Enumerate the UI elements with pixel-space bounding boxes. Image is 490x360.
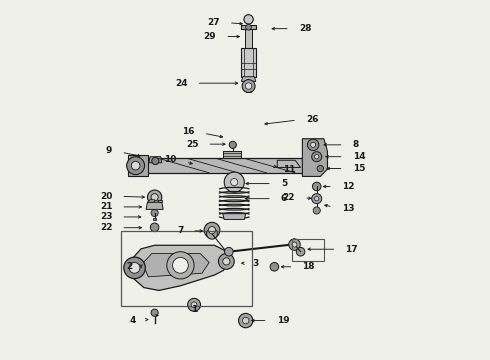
Text: 8: 8 <box>353 140 359 149</box>
Polygon shape <box>149 157 162 163</box>
Text: 6: 6 <box>281 194 287 203</box>
Text: 22: 22 <box>100 223 112 232</box>
Text: 3: 3 <box>252 259 258 268</box>
Circle shape <box>167 252 194 279</box>
Text: 22: 22 <box>283 193 295 202</box>
Bar <box>292 239 324 261</box>
Text: 12: 12 <box>342 182 354 191</box>
Polygon shape <box>129 245 229 291</box>
Circle shape <box>292 242 297 247</box>
Circle shape <box>315 197 319 201</box>
Circle shape <box>151 210 158 217</box>
Circle shape <box>150 223 159 231</box>
Circle shape <box>191 302 197 308</box>
Circle shape <box>242 80 255 93</box>
Polygon shape <box>223 214 245 220</box>
Text: 18: 18 <box>302 262 315 271</box>
Text: 15: 15 <box>353 164 365 173</box>
Circle shape <box>307 139 319 150</box>
Text: 26: 26 <box>306 114 318 123</box>
Circle shape <box>131 161 140 170</box>
Circle shape <box>312 194 322 204</box>
Polygon shape <box>132 158 310 173</box>
Circle shape <box>207 228 218 239</box>
Polygon shape <box>223 150 242 158</box>
Text: 24: 24 <box>175 79 188 88</box>
Circle shape <box>172 257 188 273</box>
Circle shape <box>229 141 236 148</box>
Circle shape <box>224 247 233 256</box>
Circle shape <box>270 262 279 271</box>
Polygon shape <box>153 218 156 220</box>
Circle shape <box>151 309 158 316</box>
Text: 7: 7 <box>177 226 183 235</box>
Circle shape <box>289 239 300 250</box>
Circle shape <box>245 24 251 30</box>
Text: 27: 27 <box>207 18 220 27</box>
Polygon shape <box>302 139 327 176</box>
Text: 16: 16 <box>182 127 195 136</box>
Circle shape <box>315 154 319 159</box>
Polygon shape <box>277 160 300 167</box>
Text: 10: 10 <box>165 155 177 164</box>
Text: 5: 5 <box>281 179 287 188</box>
Text: 25: 25 <box>186 140 198 149</box>
Polygon shape <box>157 200 162 202</box>
Text: 23: 23 <box>100 212 112 221</box>
Circle shape <box>317 165 323 172</box>
Polygon shape <box>146 202 163 210</box>
Text: 4: 4 <box>129 316 136 325</box>
Circle shape <box>124 257 146 279</box>
Circle shape <box>188 298 200 311</box>
Circle shape <box>152 157 159 165</box>
Polygon shape <box>241 48 256 77</box>
Text: 9: 9 <box>106 146 112 155</box>
Text: 11: 11 <box>283 166 295 175</box>
Polygon shape <box>147 200 155 202</box>
Circle shape <box>219 253 234 269</box>
Polygon shape <box>242 77 256 81</box>
Text: 29: 29 <box>204 32 216 41</box>
Polygon shape <box>128 155 148 176</box>
Text: 21: 21 <box>100 202 112 211</box>
Circle shape <box>126 157 145 175</box>
Polygon shape <box>143 253 209 277</box>
Circle shape <box>208 226 216 234</box>
Circle shape <box>129 262 140 273</box>
Circle shape <box>147 190 162 204</box>
Circle shape <box>231 179 238 186</box>
Text: 2: 2 <box>126 262 132 271</box>
Circle shape <box>204 222 220 238</box>
Polygon shape <box>246 81 251 92</box>
Circle shape <box>245 83 252 89</box>
Polygon shape <box>241 26 256 29</box>
Bar <box>122 231 252 306</box>
Circle shape <box>313 182 321 191</box>
Circle shape <box>244 15 253 24</box>
Text: 14: 14 <box>353 152 365 161</box>
Circle shape <box>312 152 322 162</box>
Circle shape <box>313 207 320 214</box>
Text: 17: 17 <box>345 245 358 254</box>
Circle shape <box>223 258 230 265</box>
Text: 20: 20 <box>100 192 112 201</box>
Circle shape <box>239 314 253 328</box>
Text: 1: 1 <box>191 305 197 314</box>
Text: 19: 19 <box>276 316 289 325</box>
Circle shape <box>311 142 316 147</box>
Circle shape <box>224 172 245 192</box>
Text: 13: 13 <box>342 204 354 213</box>
Text: 28: 28 <box>299 24 311 33</box>
Circle shape <box>243 318 249 324</box>
Polygon shape <box>245 30 252 48</box>
Circle shape <box>151 194 158 201</box>
Circle shape <box>296 247 305 256</box>
